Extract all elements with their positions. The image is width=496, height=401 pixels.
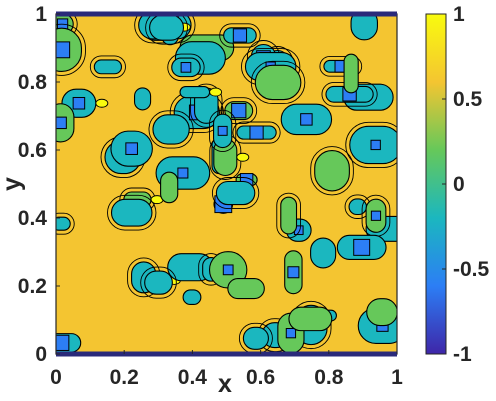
contour-region xyxy=(310,237,337,269)
contour-region xyxy=(350,14,378,41)
colorbar-ticks: 1 0.5 0 -0.5 -1 xyxy=(442,3,490,366)
contour-region xyxy=(160,171,179,204)
contour-region xyxy=(227,277,265,300)
y-axis-ticks: 0 0.2 0.4 0.6 0.8 1 xyxy=(18,3,60,366)
x-tick-label: 0.8 xyxy=(314,366,344,389)
contour-low-region xyxy=(232,28,248,43)
x-axis-label: x xyxy=(218,370,232,398)
contour-region xyxy=(280,196,298,235)
contour-low-region xyxy=(231,102,247,119)
contour-low-region xyxy=(56,116,67,130)
contour-line xyxy=(209,109,237,152)
colorbar-tick-label: -0.5 xyxy=(453,258,490,281)
contour-field xyxy=(56,14,397,354)
contour-line xyxy=(148,110,194,149)
contour-high-region xyxy=(95,98,109,108)
contour-low-region xyxy=(177,167,189,179)
contour-region xyxy=(288,306,333,332)
contour-line xyxy=(276,192,301,239)
contour-line xyxy=(345,121,397,169)
contour-region xyxy=(152,114,190,145)
x-tick-label: 0.2 xyxy=(110,366,139,389)
y-tick-label: 0.8 xyxy=(18,71,48,94)
contour-low-region xyxy=(287,266,300,279)
y-tick-label: 0.6 xyxy=(18,139,47,162)
y-tick-label: 0 xyxy=(35,343,47,366)
y-axis-label: y xyxy=(0,177,26,191)
contour-region xyxy=(144,270,173,295)
x-tick-label: 0.6 xyxy=(246,366,275,389)
contour-line xyxy=(310,146,354,196)
contour-high-region xyxy=(236,152,250,162)
contour-region xyxy=(343,53,359,94)
contour-low-region xyxy=(370,139,381,151)
x-tick-label: 0 xyxy=(50,366,62,389)
contour-low-region xyxy=(353,238,371,256)
contour-region xyxy=(110,198,153,227)
contour-region xyxy=(56,216,71,231)
colorbar-tick-label: 0.5 xyxy=(453,88,483,111)
contour-low-region xyxy=(285,328,297,339)
colorbar-tick-label: 1 xyxy=(453,3,465,26)
contour-low-region xyxy=(56,41,71,59)
contour-high-region xyxy=(209,87,223,97)
contour-region xyxy=(242,326,269,350)
contour-region xyxy=(366,298,397,327)
contour-region xyxy=(179,86,211,99)
contour-low-region xyxy=(370,210,382,221)
contour-region xyxy=(215,180,256,206)
contour-region xyxy=(149,14,185,41)
contour-low-region xyxy=(72,96,86,110)
colorbar-tick-label: 0 xyxy=(453,173,465,196)
contour-low-region xyxy=(222,264,234,276)
contour-region xyxy=(254,64,302,101)
colorbar-tick-label: -1 xyxy=(453,343,472,366)
contour-line xyxy=(319,56,363,77)
contour-line xyxy=(89,55,126,79)
contour-line xyxy=(232,121,281,144)
contour-region xyxy=(348,198,367,216)
contour-line xyxy=(56,23,86,76)
contour-line xyxy=(211,177,260,210)
x-tick-label: 0.4 xyxy=(178,366,208,389)
contour-line xyxy=(107,194,157,231)
y-tick-label: 0.2 xyxy=(18,275,47,298)
contour-region xyxy=(314,150,350,192)
contour-low-region xyxy=(300,113,313,126)
contour-line xyxy=(250,60,306,105)
contour-low-region xyxy=(217,125,228,136)
x-axis-ticks: 0 0.2 0.4 0.6 0.8 1 xyxy=(50,350,403,389)
contour-low-region xyxy=(56,334,70,351)
x-tick-label: 1 xyxy=(391,366,403,389)
contour-region xyxy=(133,87,152,111)
y-tick-label: 1 xyxy=(35,3,47,26)
contour-low-region xyxy=(125,142,138,155)
contour-region xyxy=(182,289,202,306)
y-tick-label: 0.4 xyxy=(18,207,48,230)
contour-line xyxy=(140,266,177,299)
contour-line xyxy=(219,23,261,48)
contour-low-region xyxy=(249,125,264,140)
contour-region xyxy=(93,59,123,75)
contour-low-region xyxy=(180,62,192,73)
contour-line xyxy=(145,14,188,45)
contour-line xyxy=(167,53,205,82)
contour-line xyxy=(56,212,75,235)
contour-regions xyxy=(56,14,397,354)
